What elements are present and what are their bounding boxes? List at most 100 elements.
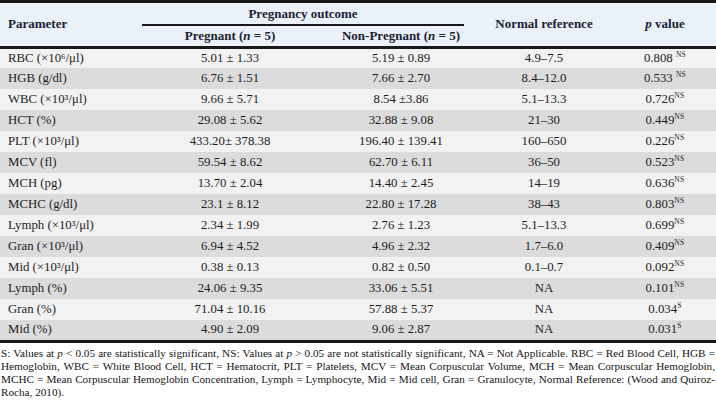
table-body: RBC (×10⁶/μl)5.01 ± 1.335.19 ± 0.894.9–7… — [0, 47, 716, 341]
non-pregnant-value-cell: 22.80 ± 17.28 — [328, 194, 474, 215]
pregnant-value-cell: 2.34 ± 1.99 — [132, 215, 328, 236]
non-pregnant-value-cell: 5.19 ± 0.89 — [328, 47, 474, 68]
significance-superscript: NS — [674, 196, 684, 205]
normal-reference-cell: NA — [474, 320, 614, 341]
pregnant-value-cell: 5.01 ± 1.33 — [132, 47, 328, 68]
significance-superscript: NS — [674, 217, 684, 226]
significance-superscript: S — [677, 301, 681, 310]
p-value-cell: 0.034S — [614, 299, 716, 320]
normal-reference-cell: 8.4–12.0 — [474, 68, 614, 89]
table-row: Mid (×10³/μl)0.38 ± 0.130.82 ± 0.500.1–0… — [0, 257, 716, 278]
significance-superscript: NS — [676, 49, 686, 58]
significance-superscript: NS — [674, 133, 684, 142]
table-row: PLT (×10³/μl)433.20± 378.38196.40 ± 139.… — [0, 131, 716, 152]
significance-superscript: NS — [674, 175, 684, 184]
table-header: Parameter Pregnancy outcome Normal refer… — [0, 2, 716, 48]
pregnant-value-cell: 59.54 ± 8.62 — [132, 152, 328, 173]
p-value-cell: 0.226NS — [614, 131, 716, 152]
non-pregnant-value-cell: 0.82 ± 0.50 — [328, 257, 474, 278]
hematology-comparison-table: Parameter Pregnancy outcome Normal refer… — [0, 0, 716, 343]
pregnant-value-cell: 433.20± 378.38 — [132, 131, 328, 152]
pregnant-value-cell: 71.04 ± 10.16 — [132, 299, 328, 320]
normal-reference-cell: 5.1–13.3 — [474, 215, 614, 236]
pregnant-value-cell: 23.1 ± 8.12 — [132, 194, 328, 215]
normal-reference-cell: NA — [474, 299, 614, 320]
pregnant-value-cell: 13.70 ± 2.04 — [132, 173, 328, 194]
non-pregnant-value-cell: 4.96 ± 2.32 — [328, 236, 474, 257]
table-row: RBC (×10⁶/μl)5.01 ± 1.335.19 ± 0.894.9–7… — [0, 47, 716, 68]
table-row: Lymph (×10³/μl)2.34 ± 1.992.76 ± 1.235.1… — [0, 215, 716, 236]
parameter-cell: Lymph (×10³/μl) — [0, 215, 132, 236]
significance-superscript: NS — [674, 91, 684, 100]
non-pregnant-value-cell: 33.06 ± 5.51 — [328, 278, 474, 299]
table-row: Lymph (%)24.06 ± 9.3533.06 ± 5.51NA0.101… — [0, 278, 716, 299]
parameter-cell: Lymph (%) — [0, 278, 132, 299]
pregnant-value-cell: 24.06 ± 9.35 — [132, 278, 328, 299]
table-row: Gran (%)71.04 ± 10.1657.88 ± 5.37NA0.034… — [0, 299, 716, 320]
parameter-cell: MCHC (g/dl) — [0, 194, 132, 215]
parameter-cell: HGB (g/dl) — [0, 68, 132, 89]
non-pregnant-value-cell: 9.06 ± 2.87 — [328, 320, 474, 341]
p-value-cell: 0.031S — [614, 320, 716, 341]
table-footnote: S: Values at p < 0.05 are statistically … — [1, 347, 715, 400]
table-row: HGB (g/dl)6.76 ± 1.517.66 ± 2.708.4–12.0… — [0, 68, 716, 89]
parameter-cell: Mid (%) — [0, 320, 132, 341]
table-row: Mid (%)4.90 ± 2.099.06 ± 2.87NA0.031S — [0, 320, 716, 341]
p-value-cell: 0.808 NS — [614, 47, 716, 68]
p-value-cell: 0.533 NS — [614, 68, 716, 89]
parameter-cell: HCT (%) — [0, 110, 132, 131]
non-pregnant-value-cell: 7.66 ± 2.70 — [328, 68, 474, 89]
normal-reference-cell: 160–650 — [474, 131, 614, 152]
parameter-cell: WBC (×10³/μl) — [0, 89, 132, 110]
significance-superscript: NS — [674, 259, 684, 268]
normal-reference-cell: 0.1–0.7 — [474, 257, 614, 278]
parameter-cell: Gran (×10³/μl) — [0, 236, 132, 257]
normal-reference-cell: 21–30 — [474, 110, 614, 131]
significance-superscript: S — [677, 321, 681, 330]
p-value-cell: 0.449NS — [614, 110, 716, 131]
table-row: Gran (×10³/μl)6.94 ± 4.524.96 ± 2.321.7–… — [0, 236, 716, 257]
significance-superscript: NS — [674, 154, 684, 163]
p-value-cell: 0.726NS — [614, 89, 716, 110]
table-row: WBC (×10³/μl)9.66 ± 5.718.54 ±3.865.1–13… — [0, 89, 716, 110]
column-header-parameter: Parameter — [0, 2, 132, 48]
normal-reference-cell: 1.7–6.0 — [474, 236, 614, 257]
non-pregnant-value-cell: 196.40 ± 139.41 — [328, 131, 474, 152]
parameter-cell: MCV (fl) — [0, 152, 132, 173]
pregnant-value-cell: 4.90 ± 2.09 — [132, 320, 328, 341]
table-row: MCV (fl)59.54 ± 8.6262.70 ± 6.1136–500.5… — [0, 152, 716, 173]
non-pregnant-value-cell: 2.76 ± 1.23 — [328, 215, 474, 236]
non-pregnant-value-cell: 8.54 ±3.86 — [328, 89, 474, 110]
pregnant-value-cell: 9.66 ± 5.71 — [132, 89, 328, 110]
non-pregnant-value-cell: 62.70 ± 6.11 — [328, 152, 474, 173]
significance-superscript: NS — [674, 112, 684, 121]
pregnant-value-cell: 29.08 ± 5.62 — [132, 110, 328, 131]
normal-reference-cell: 5.1–13.3 — [474, 89, 614, 110]
parameter-cell: Gran (%) — [0, 299, 132, 320]
pregnant-value-cell: 6.94 ± 4.52 — [132, 236, 328, 257]
parameter-cell: Mid (×10³/μl) — [0, 257, 132, 278]
table-row: MCH (pg)13.70 ± 2.0414.40 ± 2.4514–190.6… — [0, 173, 716, 194]
significance-superscript: NS — [676, 70, 686, 79]
non-pregnant-value-cell: 14.40 ± 2.45 — [328, 173, 474, 194]
p-value-cell: 0.699NS — [614, 215, 716, 236]
column-header-p-value: p value — [614, 2, 716, 48]
column-header-non-pregnant: Non-Pregnant (n = 5) — [328, 26, 474, 47]
p-value-cell: 0.803NS — [614, 194, 716, 215]
significance-superscript: NS — [674, 280, 684, 289]
normal-reference-cell: 4.9–7.5 — [474, 47, 614, 68]
column-header-normal-reference: Normal reference — [474, 2, 614, 48]
normal-reference-cell: NA — [474, 278, 614, 299]
p-value-cell: 0.092NS — [614, 257, 716, 278]
normal-reference-cell: 36–50 — [474, 152, 614, 173]
table-row: HCT (%)29.08 ± 5.6232.88 ± 9.0821–300.44… — [0, 110, 716, 131]
column-header-pregnancy-outcome: Pregnancy outcome — [132, 2, 474, 27]
p-value-cell: 0.523NS — [614, 152, 716, 173]
p-value-cell: 0.101NS — [614, 278, 716, 299]
normal-reference-cell: 38–43 — [474, 194, 614, 215]
p-value-cell: 0.409NS — [614, 236, 716, 257]
non-pregnant-value-cell: 32.88 ± 9.08 — [328, 110, 474, 131]
table-row: MCHC (g/dl)23.1 ± 8.1222.80 ± 17.2838–43… — [0, 194, 716, 215]
parameter-cell: RBC (×10⁶/μl) — [0, 47, 132, 68]
normal-reference-cell: 14–19 — [474, 173, 614, 194]
